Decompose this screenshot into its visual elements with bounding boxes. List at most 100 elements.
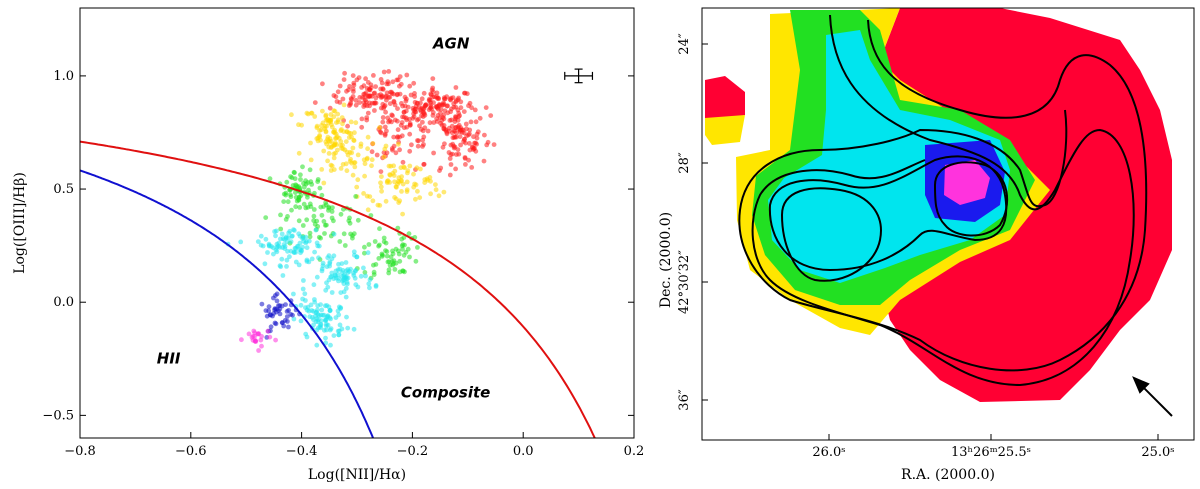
data-point xyxy=(413,258,419,264)
data-point xyxy=(363,76,368,82)
data-point xyxy=(484,142,490,148)
data-point xyxy=(327,308,333,314)
data-point xyxy=(434,90,440,96)
data-point xyxy=(455,147,461,153)
data-point xyxy=(382,133,388,138)
data-point xyxy=(361,191,366,196)
data-point xyxy=(314,327,320,333)
data-point xyxy=(391,163,396,169)
data-point xyxy=(372,108,377,113)
map-xtick-label-0: 26.0ˢ xyxy=(812,445,845,460)
data-point xyxy=(322,231,327,236)
data-point xyxy=(274,306,279,312)
data-point xyxy=(324,222,329,228)
data-point xyxy=(291,169,297,175)
data-point xyxy=(315,307,320,313)
bpt-scatter-points xyxy=(225,69,497,353)
data-point xyxy=(367,277,373,283)
bpt-plot-frame xyxy=(79,7,635,439)
data-point xyxy=(441,116,447,122)
data-point xyxy=(345,275,351,281)
data-point xyxy=(250,333,256,339)
data-point xyxy=(407,131,413,137)
data-point xyxy=(469,105,474,111)
data-point xyxy=(388,254,394,260)
data-point xyxy=(390,262,396,268)
data-point xyxy=(329,290,335,295)
data-point xyxy=(355,217,361,223)
data-point xyxy=(371,269,377,275)
data-point xyxy=(417,195,423,201)
data-point xyxy=(354,184,360,190)
data-point xyxy=(321,180,327,186)
data-point xyxy=(327,139,332,145)
data-point xyxy=(442,141,447,147)
data-point xyxy=(462,90,467,96)
data-point xyxy=(304,259,310,264)
map-x-axis-label: R.A. (2000.0) xyxy=(901,467,995,483)
data-point xyxy=(403,108,409,114)
data-point xyxy=(246,331,252,337)
data-point xyxy=(331,151,337,157)
data-point xyxy=(364,115,370,120)
map-region-cyan xyxy=(768,30,1010,283)
data-point xyxy=(351,326,357,332)
data-point xyxy=(473,140,478,146)
data-point xyxy=(333,94,339,100)
data-point xyxy=(332,108,338,114)
data-point xyxy=(334,142,339,147)
data-point xyxy=(273,233,278,239)
data-point xyxy=(347,215,352,221)
data-point xyxy=(351,80,357,86)
data-point xyxy=(383,109,388,115)
data-point xyxy=(343,294,349,300)
data-point xyxy=(347,220,353,226)
data-point xyxy=(463,162,468,167)
data-point xyxy=(407,122,413,128)
data-point xyxy=(359,124,365,130)
data-point xyxy=(323,139,329,145)
data-point xyxy=(396,175,402,181)
data-point xyxy=(449,117,454,123)
data-point xyxy=(258,233,264,239)
data-point xyxy=(369,157,375,163)
data-point xyxy=(391,134,397,140)
data-point xyxy=(279,303,285,309)
data-point xyxy=(345,325,351,331)
data-point xyxy=(371,262,376,268)
data-point xyxy=(426,107,432,113)
data-point xyxy=(331,231,337,237)
data-point xyxy=(433,187,439,193)
data-point xyxy=(263,215,269,221)
data-point xyxy=(239,337,244,343)
data-point xyxy=(430,76,436,81)
data-point xyxy=(366,281,372,287)
data-point xyxy=(421,134,427,140)
data-point xyxy=(315,177,321,182)
data-point xyxy=(370,198,376,204)
data-point xyxy=(380,115,386,120)
bpt-xtick-label: 0.2 xyxy=(624,444,645,459)
data-point xyxy=(343,286,349,291)
data-point xyxy=(421,162,427,167)
data-point xyxy=(415,245,420,250)
data-point xyxy=(329,144,335,150)
data-point xyxy=(367,86,372,92)
data-point xyxy=(365,80,371,85)
data-point xyxy=(393,150,399,156)
north-arrow xyxy=(1132,376,1173,417)
data-point xyxy=(311,282,317,288)
data-point xyxy=(362,95,367,101)
data-point xyxy=(272,229,277,234)
data-point xyxy=(388,89,393,95)
data-point xyxy=(259,301,265,307)
map-region-magenta xyxy=(944,160,990,205)
data-point xyxy=(365,250,371,256)
data-point xyxy=(458,99,464,105)
data-point xyxy=(410,115,416,121)
data-point xyxy=(331,155,337,161)
data-point xyxy=(343,260,349,265)
map-ytick-label-3: 36″ xyxy=(677,389,692,411)
data-point xyxy=(307,314,313,320)
data-point xyxy=(453,85,459,90)
